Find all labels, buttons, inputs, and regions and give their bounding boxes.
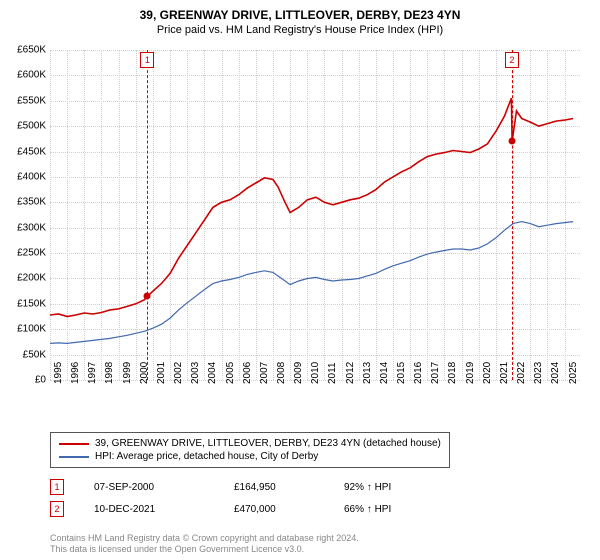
series-hpi xyxy=(50,222,573,344)
legend-label: 39, GREENWAY DRIVE, LITTLEOVER, DERBY, D… xyxy=(95,438,441,449)
legend: 39, GREENWAY DRIVE, LITTLEOVER, DERBY, D… xyxy=(50,432,450,468)
chart-title: 39, GREENWAY DRIVE, LITTLEOVER, DERBY, D… xyxy=(0,0,600,22)
y-axis-label: £650K xyxy=(17,45,46,56)
sale-dot xyxy=(509,138,516,145)
plot-region: £0£50K£100K£150K£200K£250K£300K£350K£400… xyxy=(50,50,580,380)
sale-date: 10-DEC-2021 xyxy=(94,504,204,515)
sale-dot xyxy=(144,293,151,300)
chart-container: 39, GREENWAY DRIVE, LITTLEOVER, DERBY, D… xyxy=(0,0,600,560)
series-price_paid xyxy=(50,98,573,316)
sale-row: 1 07-SEP-2000 £164,950 92% ↑ HPI xyxy=(50,476,424,498)
y-axis-label: £400K xyxy=(17,171,46,182)
y-axis-label: £250K xyxy=(17,248,46,259)
sale-date: 07-SEP-2000 xyxy=(94,482,204,493)
sale-row-marker: 1 xyxy=(50,479,64,495)
footer-line2: This data is licensed under the Open Gov… xyxy=(50,544,359,556)
y-axis-label: £450K xyxy=(17,146,46,157)
sale-marker-box: 2 xyxy=(505,52,519,68)
legend-label: HPI: Average price, detached house, City… xyxy=(95,451,318,462)
chart-subtitle: Price paid vs. HM Land Registry's House … xyxy=(0,22,600,40)
y-axis-label: £0 xyxy=(35,375,46,386)
sales-table: 1 07-SEP-2000 £164,950 92% ↑ HPI 2 10-DEC-202… xyxy=(50,476,424,520)
sale-row: 2 10-DEC-2021 £470,000 66% ↑ HPI xyxy=(50,498,424,520)
legend-row: HPI: Average price, detached house, City… xyxy=(59,450,441,463)
sale-price: £164,950 xyxy=(234,482,314,493)
chart-area: £0£50K£100K£150K£200K£250K£300K£350K£400… xyxy=(50,50,580,400)
sale-pct: 92% ↑ HPI xyxy=(344,482,424,493)
y-axis-label: £100K xyxy=(17,324,46,335)
footer-line1: Contains HM Land Registry data © Crown c… xyxy=(50,533,359,545)
sale-pct: 66% ↑ HPI xyxy=(344,504,424,515)
sale-price: £470,000 xyxy=(234,504,314,515)
legend-swatch xyxy=(59,456,89,458)
sale-row-marker: 2 xyxy=(50,501,64,517)
line-series-svg xyxy=(50,50,580,380)
y-axis-label: £350K xyxy=(17,197,46,208)
y-axis-label: £550K xyxy=(17,95,46,106)
y-axis-label: £300K xyxy=(17,222,46,233)
y-axis-label: £50K xyxy=(23,349,46,360)
legend-row: 39, GREENWAY DRIVE, LITTLEOVER, DERBY, D… xyxy=(59,437,441,450)
y-axis-label: £500K xyxy=(17,121,46,132)
y-axis-label: £600K xyxy=(17,70,46,81)
y-axis-label: £150K xyxy=(17,298,46,309)
footer-attribution: Contains HM Land Registry data © Crown c… xyxy=(50,533,359,556)
legend-swatch xyxy=(59,443,89,445)
sale-marker-box: 1 xyxy=(140,52,154,68)
y-axis-label: £200K xyxy=(17,273,46,284)
